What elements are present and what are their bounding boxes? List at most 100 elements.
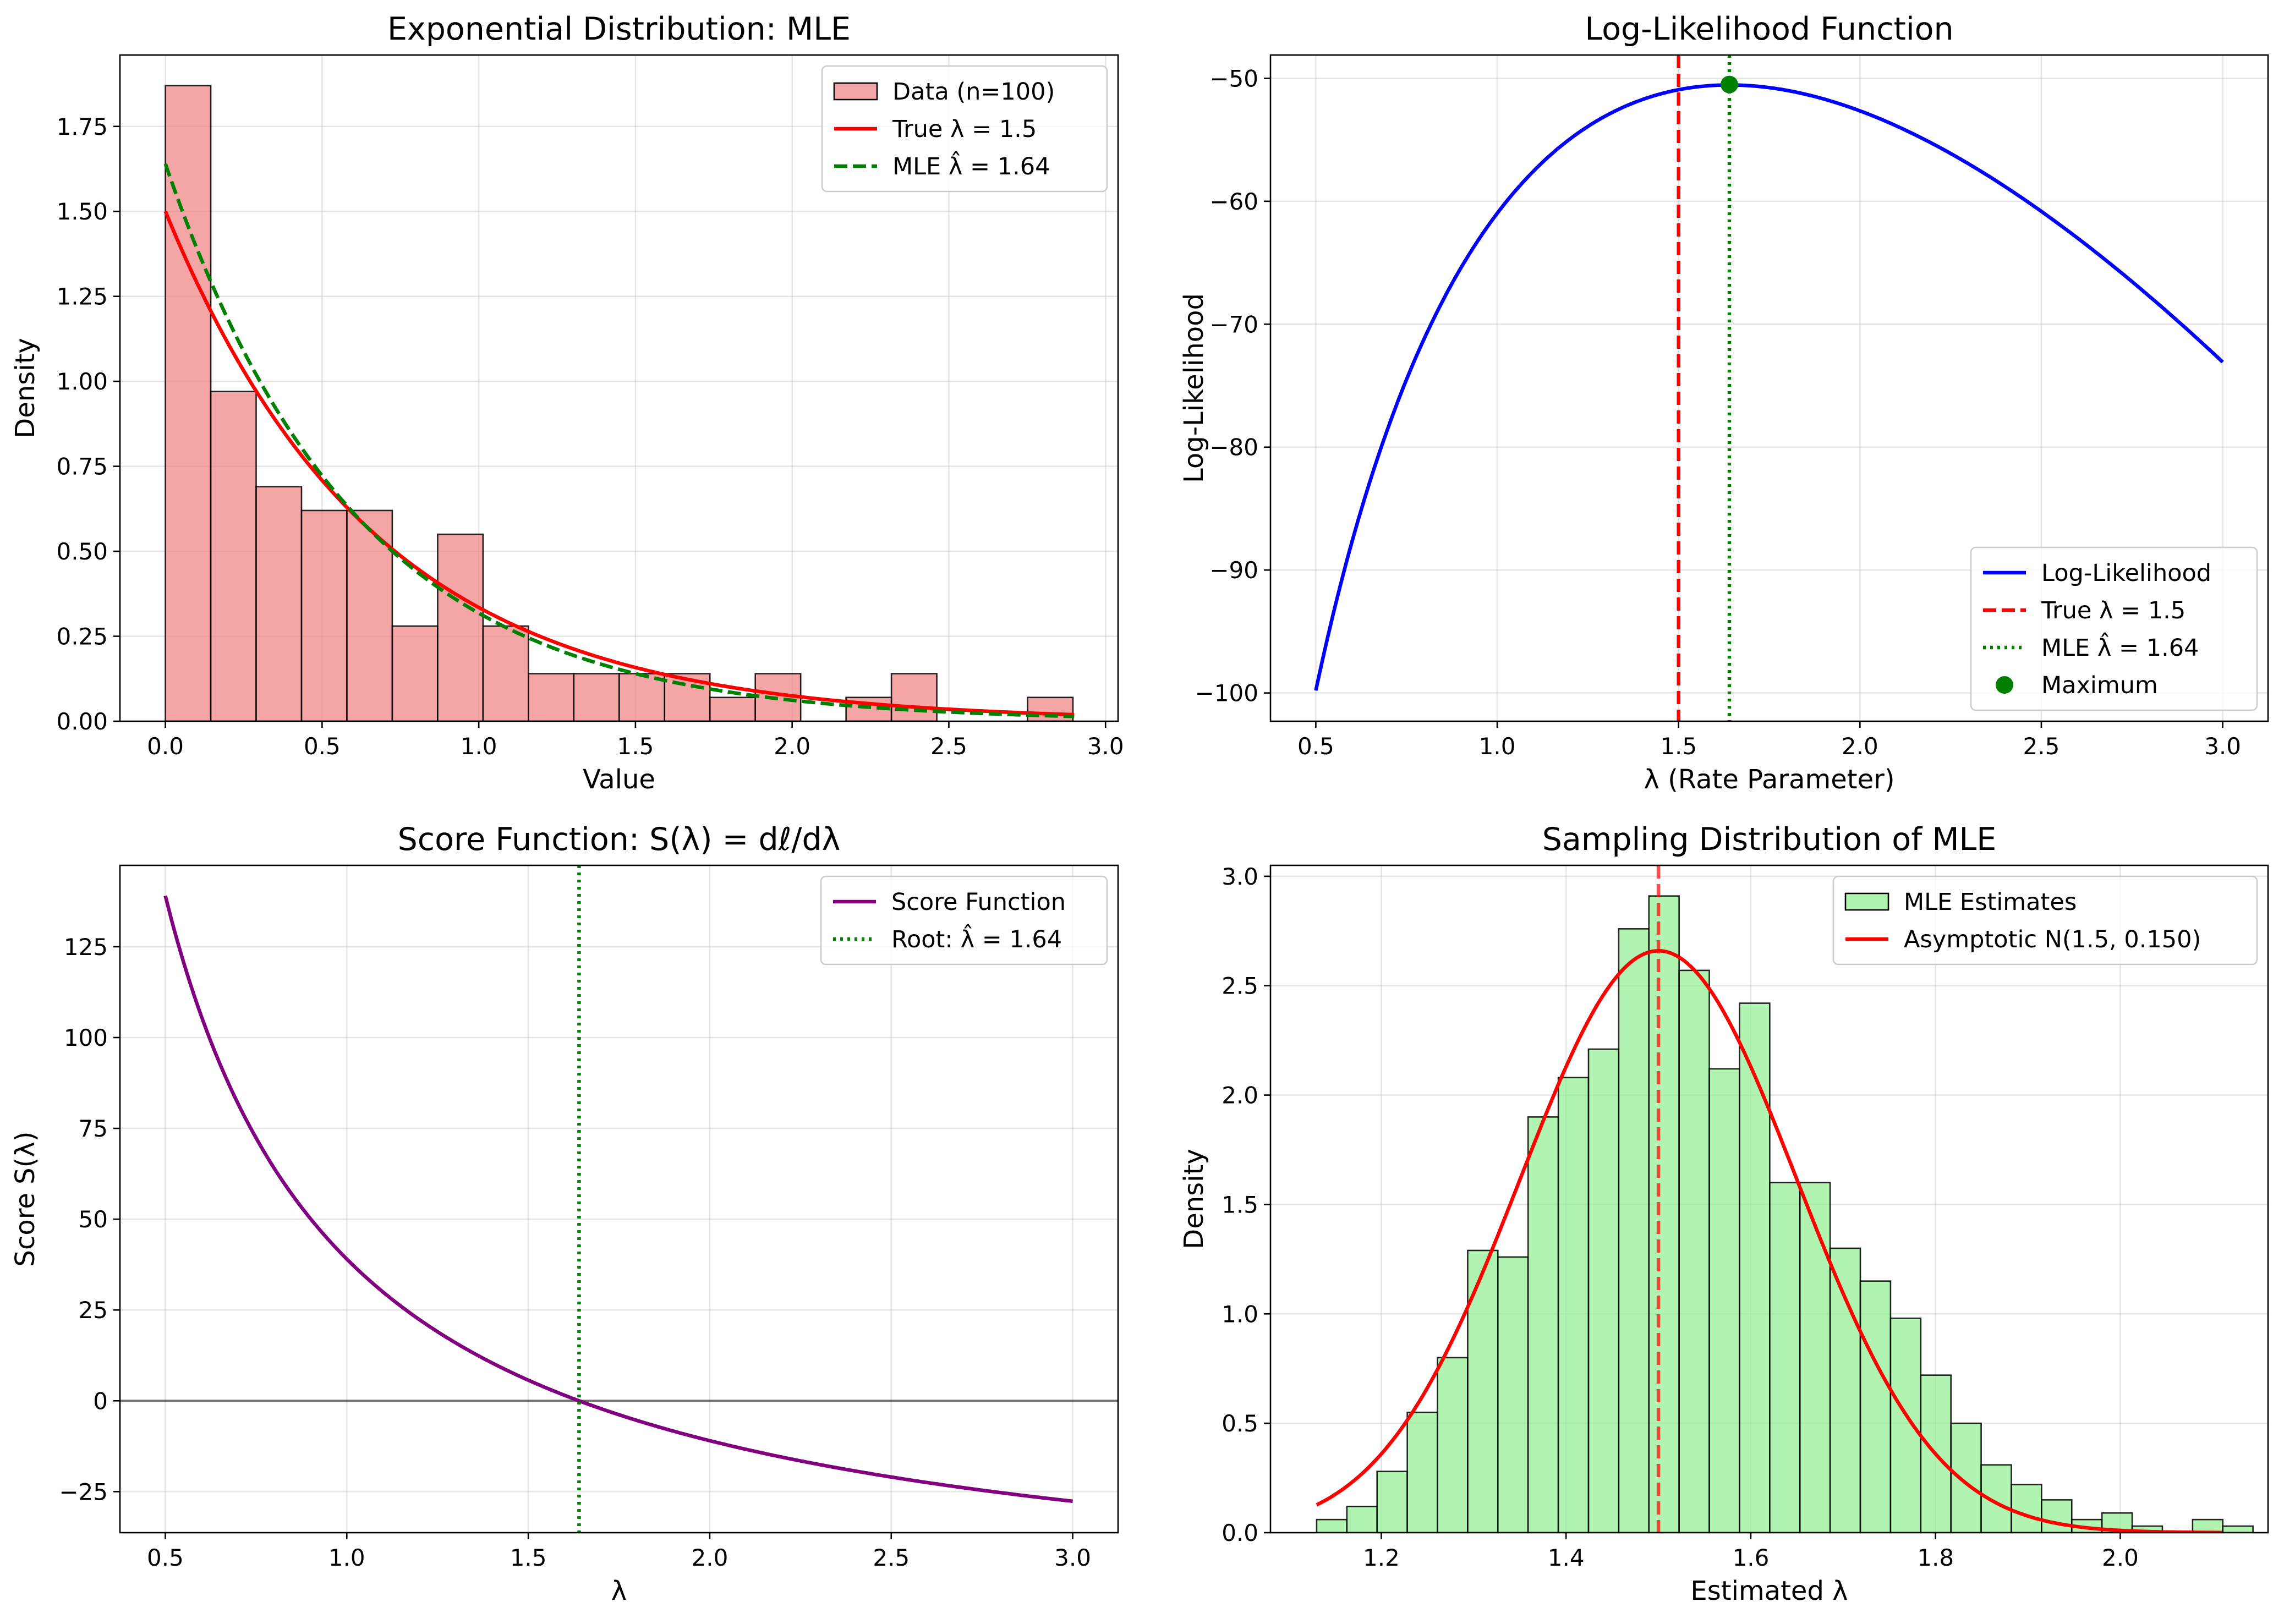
y-tick-label: 3.0 [1222,863,1258,890]
plot-area [1314,55,2224,721]
histogram-bar [1316,1518,1348,1533]
y-tick-label: 0.50 [56,538,108,565]
y-tick-label: 0.0 [1222,1519,1258,1546]
legend: Score Function Root: λ̂ = 1.64 [820,875,1108,965]
plot-area [1316,865,2254,1533]
y-tick-label: 1.5 [1222,1191,1258,1218]
axes-frame [119,864,1119,1534]
x-tick-label: 1.0 [461,733,497,760]
histogram-bar [709,696,756,721]
y-tick-label: −80 [1209,434,1258,461]
chart-title: Log-Likelihood Function [1585,11,1953,47]
histogram-bar [391,625,439,721]
y-tick-label: 0.5 [1222,1410,1258,1437]
histogram-bar [890,673,938,721]
y-axis-label: Log-Likelihood [1179,293,1209,483]
maximum-point [1720,75,1738,94]
histogram-bar [1829,1247,1861,1533]
x-tick-label: 2.5 [2023,733,2060,760]
legend-label: Log-Likelihood [2041,559,2211,587]
score-function-panel: Score Function: S(λ) = dℓ/dλ λ Score S(λ… [10,821,1119,1606]
x-axis-label: Value [583,764,655,795]
histogram-bar [1859,1280,1892,1533]
x-tick-label: 1.0 [328,1544,365,1571]
histogram-bar [300,509,348,721]
histogram-bar [1769,1182,1801,1533]
x-tick-label: 0.5 [1297,733,1334,760]
y-tick-label: 0.75 [56,453,108,480]
x-tick-label: 1.2 [1363,1544,1400,1571]
x-axis-label: λ (Rate Parameter) [1644,764,1894,795]
histogram-bar [1527,1116,1559,1533]
legend: Log-Likelihood True λ = 1.5 MLE λ̂ = 1.64 M… [1970,546,2258,711]
y-tick-label: 100 [64,1024,108,1051]
histogram-bar [1587,1048,1620,1533]
x-tick-label: 1.5 [510,1544,547,1571]
histogram-bar [1799,1182,1831,1533]
y-tick-label: 75 [79,1115,108,1142]
histogram-bar [1557,1077,1590,1533]
series-line [163,163,1075,718]
series-line [163,210,1075,717]
series-line [1316,949,2222,1533]
y-tick-label: 1.0 [1222,1301,1258,1327]
legend-label: MLE Estimates [1904,888,2077,916]
histogram-bar [528,673,575,721]
y-tick-label: −70 [1209,311,1258,338]
x-tick-label: 2.5 [873,1544,910,1571]
sampling-distribution-panel: Sampling Distribution of MLE Estimated λ… [1179,821,2269,1606]
legend-box [821,65,1108,193]
histogram-bar [1950,1422,1982,1533]
y-tick-label: 1.75 [56,113,108,140]
x-tick-label: 2.0 [692,1544,729,1571]
histogram-bar [1437,1357,1469,1533]
y-tick-label: −100 [1195,680,1258,707]
axes-frame [119,54,1119,722]
histogram-bar [2041,1499,2073,1533]
legend-label: Root: λ̂ = 1.64 [891,924,1062,953]
legend-box [820,875,1108,965]
histogram-bar [437,533,484,721]
x-tick-label: 1.8 [1917,1544,1954,1571]
y-axis-label: Score S(λ) [10,1131,41,1266]
plot-area [163,85,1075,721]
y-axis-label: Density [1179,1149,1209,1249]
legend-label: Maximum [2041,672,2158,699]
y-tick-label: 1.25 [56,283,108,310]
axes-frame [1269,54,2269,722]
legend-label: True λ = 1.5 [2041,597,2186,624]
y-tick-label: 0.25 [56,623,108,650]
histogram-bar [1376,1471,1408,1533]
y-tick-label: 1.00 [56,368,108,395]
histogram-bar [482,625,529,721]
histogram-bar [1346,1505,1378,1533]
legend-label: Score Function [891,888,1066,916]
legend: Data (n=100) True λ = 1.5 MLE λ̂ = 1.64 [821,65,1108,193]
y-axis-label: Density [10,338,41,438]
legend-label: MLE λ̂ = 1.64 [2041,633,2199,662]
histogram-bar [1497,1256,1529,1533]
legend-swatch [1996,676,2013,694]
y-tick-label: −90 [1209,557,1258,584]
y-tick-label: −50 [1209,65,1258,92]
x-tick-label: 2.0 [1842,733,1878,760]
y-tick-label: −60 [1209,188,1258,215]
x-tick-label: 2.0 [774,733,810,760]
chart-title: Exponential Distribution: MLE [387,11,851,47]
histogram-bar [165,85,212,721]
y-tick-label: 2.0 [1222,1082,1258,1109]
exponential-mle-panel: Exponential Distribution: MLE Value Dens… [10,11,1124,795]
histogram-bar [573,673,620,721]
x-tick-label: 1.0 [1479,733,1516,760]
legend-swatch [1844,892,1889,911]
x-tick-label: 2.0 [2102,1544,2139,1571]
histogram-bar [1708,1068,1740,1533]
legend-swatch [833,82,878,101]
x-tick-label: 3.0 [1087,733,1124,760]
x-tick-label: 1.6 [1733,1544,1770,1571]
legend-label: Data (n=100) [892,78,1055,106]
histogram-bar [2222,1525,2254,1533]
legend-box [1832,875,2258,965]
grid [1270,55,2268,721]
